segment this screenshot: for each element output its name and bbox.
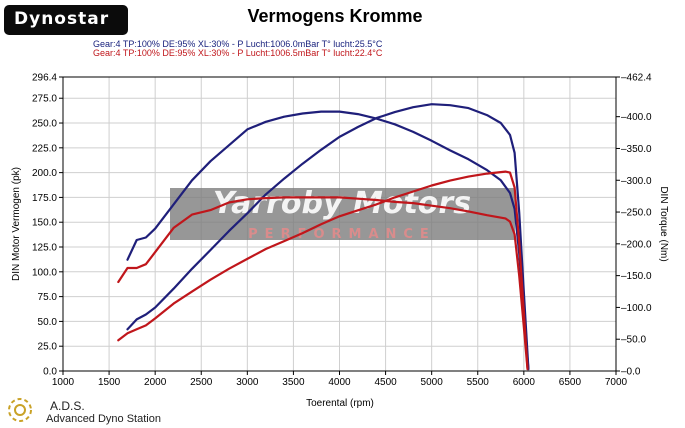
- y2-tick-label: –50.0: [621, 335, 646, 346]
- run1-power-line: [126, 103, 530, 371]
- run2-conditions: Gear:4 TP:100% DE:95% XL:30% - P Lucht:1…: [93, 48, 383, 58]
- x-tick-label: 1000: [52, 377, 75, 388]
- y2-tick-label: –100.0: [621, 303, 652, 314]
- series: [117, 103, 530, 371]
- y2-tick-label: –250.0: [621, 208, 652, 219]
- y2-tick-label: –350.0: [621, 144, 652, 155]
- run2-torque-line: [117, 196, 529, 371]
- plot-frame: [62, 76, 617, 372]
- y-tick-label: 0.0: [43, 367, 57, 378]
- x-tick-label: 2500: [190, 377, 213, 388]
- run1-torque-line: [126, 110, 530, 371]
- x-tick-label: 5000: [421, 377, 444, 388]
- ads-name: A.D.S.: [50, 399, 85, 413]
- y-tick-label: 175.0: [32, 193, 57, 204]
- x-tick-label: 4000: [328, 377, 351, 388]
- x-tick-label: 6000: [513, 377, 536, 388]
- run1-conditions: Gear:4 TP:100% DE:95% XL:30% - P Lucht:1…: [93, 39, 383, 49]
- x-tick-label: 3000: [236, 377, 259, 388]
- y-tick-label: 50.0: [38, 317, 58, 328]
- y-tick-label: 225.0: [32, 143, 57, 154]
- brand-text: Dynostar: [14, 9, 110, 29]
- run2-power-line: [117, 170, 529, 370]
- ads-subtitle: Advanced Dyno Station: [46, 413, 161, 425]
- x-tick-label: 4500: [374, 377, 397, 388]
- dynostar-logo: Dynostar: [4, 5, 128, 35]
- axis-labels: Toerental (rpm) DIN Motor Vermogen (pk) …: [11, 167, 669, 409]
- x-tick-label: 3500: [282, 377, 305, 388]
- watermark-subtitle: PERFORMANCE: [248, 227, 436, 242]
- y-tick-label: 150.0: [32, 218, 57, 229]
- y-tick-label: 100.0: [32, 267, 57, 278]
- y2-tick-label: –400.0: [621, 112, 652, 123]
- y-tick-label: 296.4: [32, 73, 57, 84]
- y-tick-label: 25.0: [38, 342, 58, 353]
- y-tick-label: 275.0: [32, 94, 57, 105]
- y-axis-label: DIN Motor Vermogen (pk): [11, 167, 22, 281]
- y-tick-label: 250.0: [32, 119, 57, 130]
- y-tick-label: 200.0: [32, 168, 57, 179]
- y2-tick-label: –0.0: [621, 367, 641, 378]
- y-tick-label: 125.0: [32, 243, 57, 254]
- ads-logo-icon: [8, 398, 32, 422]
- x-axis-label: Toerental (rpm): [306, 398, 374, 409]
- x-tick-label: 6500: [559, 377, 582, 388]
- x-tick-label: 2000: [144, 377, 167, 388]
- y2-tick-label: –462.4: [621, 73, 652, 84]
- axes: 1000 1500 2000 2500 3000 3500 4000 4500 5000 5500…: [32, 73, 652, 389]
- y2-axis-label: DIN Torque (Nm): [658, 186, 669, 261]
- y-tick-label: 75.0: [38, 292, 58, 303]
- x-tick-label: 5500: [467, 377, 490, 388]
- x-tick-label: 1500: [98, 377, 121, 388]
- y2-tick-label: –300.0: [621, 176, 652, 187]
- y2-tick-label: –200.0: [621, 239, 652, 250]
- chart-title: Vermogens Kromme: [247, 6, 423, 26]
- x-tick-label: 7000: [605, 377, 628, 388]
- watermark: Yarroby Motors PERFORMANCE: [170, 186, 515, 242]
- y2-tick-label: –150.0: [621, 271, 652, 282]
